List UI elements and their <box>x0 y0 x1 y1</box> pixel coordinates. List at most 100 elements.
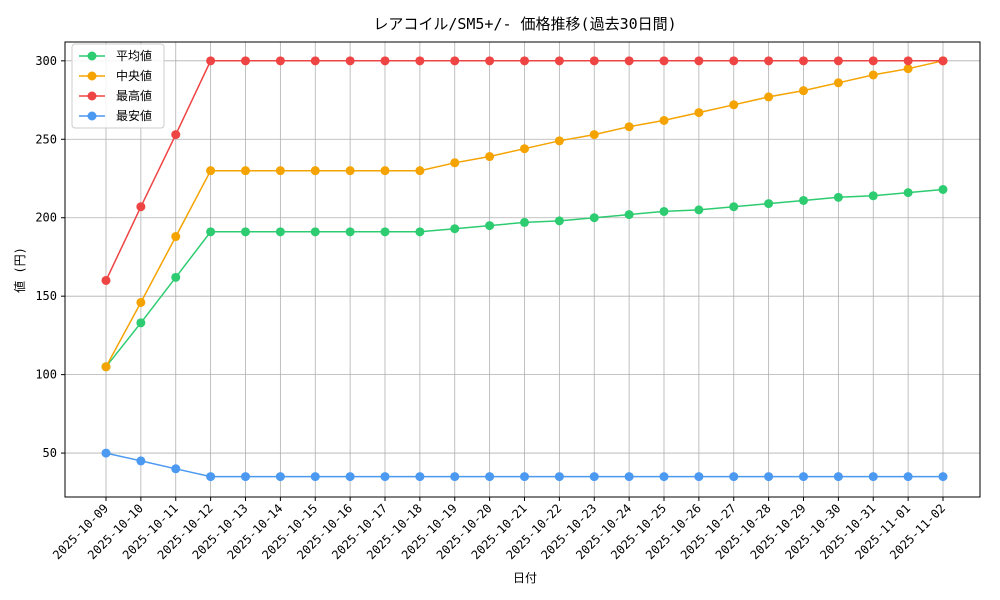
legend-marker <box>87 51 97 61</box>
data-point <box>938 184 948 194</box>
y-tick-label: 100 <box>35 368 57 382</box>
data-point <box>589 472 599 482</box>
data-point <box>171 232 181 242</box>
data-point <box>450 224 460 234</box>
data-point <box>520 56 529 66</box>
data-point <box>206 227 216 237</box>
data-point <box>206 166 216 176</box>
data-point <box>415 166 425 176</box>
series-4 <box>101 448 948 482</box>
data-point <box>485 221 495 231</box>
chart-title: レアコイル/SM5+/- 価格推移(過去30日間) <box>373 15 676 33</box>
data-point <box>345 472 355 482</box>
data-point <box>659 472 669 482</box>
y-axis-title: 値 (円) <box>12 247 27 293</box>
data-point <box>101 448 111 458</box>
data-point <box>554 56 564 66</box>
data-point <box>101 362 111 372</box>
data-point <box>450 158 460 168</box>
data-point <box>275 472 285 482</box>
data-point <box>589 130 599 140</box>
data-point <box>589 213 599 223</box>
series-1 <box>101 184 948 372</box>
series-3 <box>101 56 948 285</box>
data-point <box>833 56 843 66</box>
data-point <box>764 92 774 102</box>
data-point <box>833 192 843 202</box>
data-point <box>624 122 634 132</box>
y-tick-label: 200 <box>35 211 57 225</box>
data-point <box>659 206 669 216</box>
legend-label: 中央値 <box>116 68 152 83</box>
data-point <box>380 166 390 176</box>
series-2 <box>101 56 948 372</box>
data-point <box>415 227 425 237</box>
data-point <box>729 100 739 110</box>
data-point <box>101 275 111 285</box>
data-point <box>310 56 320 66</box>
plot-area-frame <box>64 41 981 498</box>
data-point <box>275 166 285 176</box>
data-point <box>310 166 320 176</box>
data-point <box>415 56 425 66</box>
data-point <box>659 115 669 125</box>
data-point <box>624 210 634 220</box>
data-point <box>903 188 913 198</box>
data-point <box>345 227 355 237</box>
legend-label: 最高値 <box>116 88 152 103</box>
data-point <box>450 472 460 482</box>
data-point <box>345 166 355 176</box>
data-point <box>903 56 913 66</box>
data-point <box>903 472 913 482</box>
y-tick-label: 300 <box>35 54 57 68</box>
data-point <box>938 472 948 482</box>
data-point <box>136 297 146 307</box>
legend-label: 平均値 <box>116 48 152 63</box>
grid <box>65 42 980 497</box>
data-point <box>624 472 634 482</box>
data-point <box>694 205 704 215</box>
data-point <box>799 472 808 482</box>
data-point <box>764 56 774 66</box>
data-point <box>799 195 808 205</box>
data-point <box>764 472 774 482</box>
data-point <box>310 472 320 482</box>
data-point <box>485 56 495 66</box>
data-point <box>729 56 739 66</box>
data-point <box>589 56 599 66</box>
data-point <box>241 56 250 66</box>
legend-marker <box>87 111 97 121</box>
data-point <box>694 472 704 482</box>
data-point <box>624 56 634 66</box>
x-axis-title: 日付 <box>513 571 537 585</box>
data-point <box>275 227 285 237</box>
data-point <box>520 472 529 482</box>
legend-marker <box>87 71 97 81</box>
data-point <box>171 272 181 282</box>
legend-box <box>71 43 165 129</box>
data-point <box>729 202 739 212</box>
data-point <box>206 472 216 482</box>
data-point <box>136 318 146 328</box>
data-point <box>171 130 181 140</box>
data-point <box>729 472 739 482</box>
data-point <box>241 166 250 176</box>
data-point <box>833 78 843 88</box>
data-point <box>450 56 460 66</box>
data-point <box>136 456 146 466</box>
data-point <box>380 472 390 482</box>
data-point <box>136 202 146 212</box>
data-point <box>659 56 669 66</box>
data-point <box>764 199 774 209</box>
data-point <box>554 136 564 146</box>
data-point <box>275 56 285 66</box>
data-point <box>241 472 250 482</box>
data-point <box>554 216 564 226</box>
data-point <box>520 217 529 227</box>
data-point <box>694 56 704 66</box>
y-tick-label: 50 <box>43 446 57 460</box>
data-point <box>868 56 878 66</box>
data-point <box>868 70 878 80</box>
data-point <box>241 227 250 237</box>
